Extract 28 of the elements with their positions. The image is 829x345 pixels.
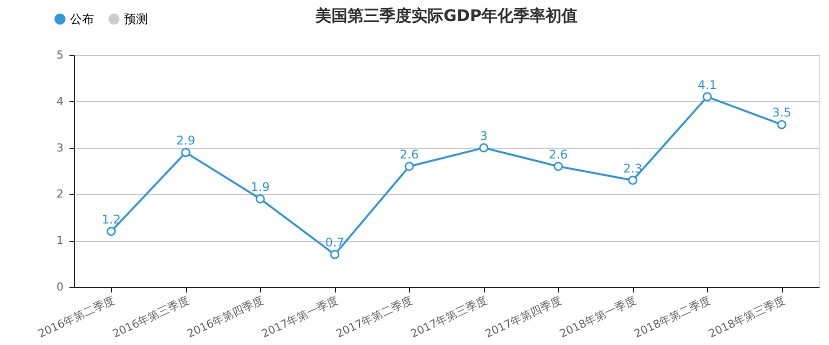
data-label: 1.9 <box>250 180 270 194</box>
data-label: 0.7 <box>325 236 344 250</box>
point <box>330 250 340 260</box>
point <box>554 162 563 171</box>
point <box>628 176 638 185</box>
data-label: 2.9 <box>176 133 196 148</box>
y-tick-label: 0 <box>56 280 64 294</box>
y-tick-label: 2 <box>56 188 64 201</box>
data-label: 2.6 <box>400 147 419 162</box>
legend-label: 预测 <box>124 12 148 26</box>
chart-title: 美国第三季度实际GDP年化季率初值 <box>314 6 578 25</box>
data-label: 3.5 <box>772 106 792 120</box>
data-label: 1.2 <box>102 212 121 226</box>
y-tick-label: 4 <box>56 94 64 108</box>
y-tick-label: 3 <box>56 141 64 154</box>
legend-label: 公布 <box>70 12 94 26</box>
point <box>106 226 116 236</box>
y-tick-label: 1 <box>56 234 64 248</box>
point <box>479 143 488 152</box>
point <box>702 92 712 102</box>
point <box>256 194 265 204</box>
data-label: 3 <box>480 128 488 143</box>
data-label: 2.6 <box>548 147 568 162</box>
y-tick-label: 5 <box>56 48 64 62</box>
point <box>777 120 786 130</box>
data-label: 4.1 <box>698 78 717 92</box>
point <box>404 162 414 171</box>
point <box>181 148 190 158</box>
